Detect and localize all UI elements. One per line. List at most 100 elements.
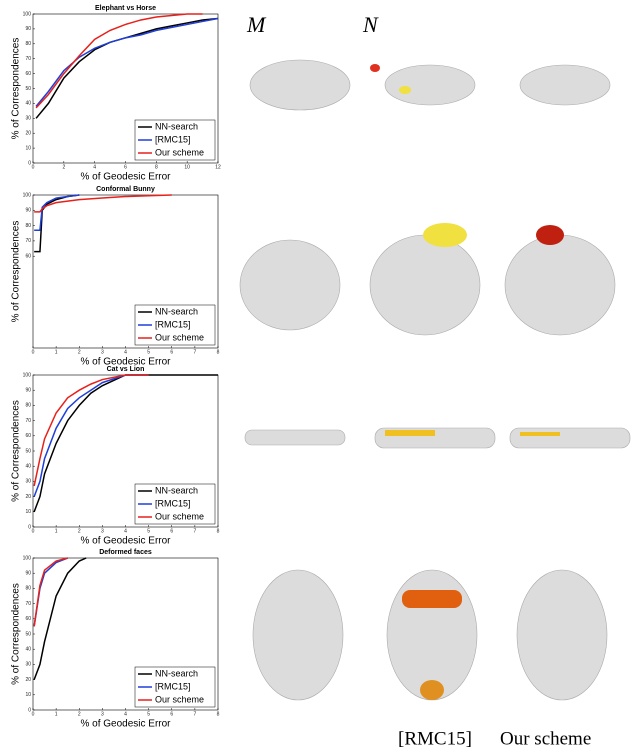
y-tick-label: 50 <box>25 448 31 454</box>
x-tick-label: 3 <box>101 711 104 717</box>
y-tick-label: 60 <box>25 254 31 260</box>
x-tick-label: 0 <box>32 711 35 717</box>
x-tick-label: 5 <box>147 349 150 355</box>
x-tick-label: 3 <box>101 528 104 534</box>
x-tick-label: 1 <box>55 349 58 355</box>
column-label: N <box>362 12 379 37</box>
legend-label: [RMC15] <box>155 134 191 144</box>
x-tick-label: 0 <box>32 349 35 355</box>
y-tick-label: 100 <box>23 372 32 378</box>
bottom-label: [RMC15] <box>398 728 472 749</box>
series-line <box>35 17 219 119</box>
legend-label: Our scheme <box>155 147 204 157</box>
series-line <box>34 194 172 213</box>
x-tick-label: 6 <box>170 349 173 355</box>
x-tick-label: 12 <box>215 164 221 170</box>
x-tick-label: 8 <box>217 349 220 355</box>
y-tick-label: 0 <box>28 524 31 530</box>
x-tick-label: 8 <box>155 164 158 170</box>
y-tick-label: 30 <box>25 662 31 668</box>
x-tick-label: 8 <box>217 711 220 717</box>
legend-label: Our scheme <box>155 694 204 704</box>
y-tick-label: 60 <box>25 71 31 77</box>
y-tick-label: 80 <box>25 41 31 47</box>
x-tick-label: 0 <box>32 164 35 170</box>
y-axis-label: % of Correspondences <box>11 583 22 685</box>
y-tick-label: 50 <box>25 631 31 637</box>
chart-title: Cat vs Lion <box>107 366 145 373</box>
x-tick-label: 7 <box>193 349 196 355</box>
series-line <box>33 374 218 513</box>
legend-label: NN-search <box>155 485 198 495</box>
legend-label: NN-search <box>155 306 198 316</box>
chart-title: Elephant vs Horse <box>95 5 156 12</box>
y-tick-label: 40 <box>25 101 31 107</box>
legend-label: Our scheme <box>155 511 204 521</box>
y-tick-label: 70 <box>25 418 31 424</box>
y-tick-label: 100 <box>23 11 32 17</box>
x-axis-label: % of Geodesic Error <box>80 719 171 730</box>
x-tick-label: 2 <box>78 711 81 717</box>
legend-label: [RMC15] <box>155 681 191 691</box>
x-tick-label: 4 <box>124 528 127 534</box>
x-tick-label: 2 <box>78 349 81 355</box>
series-line <box>34 194 80 231</box>
y-tick-label: 100 <box>23 555 32 561</box>
y-tick-label: 60 <box>25 433 31 439</box>
y-tick-label: 20 <box>25 494 31 500</box>
y-tick-label: 90 <box>25 208 31 214</box>
x-tick-label: 6 <box>124 164 127 170</box>
legend-label: [RMC15] <box>155 498 191 508</box>
x-tick-label: 0 <box>32 528 35 534</box>
x-tick-label: 2 <box>78 528 81 534</box>
x-tick-label: 6 <box>170 711 173 717</box>
series-line <box>35 13 203 109</box>
y-tick-label: 10 <box>25 509 31 515</box>
x-tick-label: 3 <box>101 349 104 355</box>
chart-title: Deformed faces <box>99 549 152 556</box>
x-axis-label: % of Geodesic Error <box>80 536 171 547</box>
x-tick-label: 4 <box>124 711 127 717</box>
x-tick-label: 6 <box>170 528 173 534</box>
y-tick-label: 90 <box>25 388 31 394</box>
y-tick-label: 60 <box>25 616 31 622</box>
y-tick-label: 40 <box>25 647 31 653</box>
y-tick-label: 90 <box>25 571 31 577</box>
y-tick-label: 40 <box>25 464 31 470</box>
y-tick-label: 0 <box>28 707 31 713</box>
y-tick-label: 80 <box>25 586 31 592</box>
y-tick-label: 30 <box>25 479 31 485</box>
chart-title: Conformal Bunny <box>96 186 155 193</box>
x-tick-label: 7 <box>193 528 196 534</box>
y-tick-label: 70 <box>25 601 31 607</box>
legend-label: [RMC15] <box>155 319 191 329</box>
legend-label: NN-search <box>155 121 198 131</box>
renders <box>239 59 631 701</box>
legend-label: Our scheme <box>155 332 204 342</box>
x-axis-label: % of Geodesic Error <box>80 172 171 183</box>
legend-label: NN-search <box>155 668 198 678</box>
bottom-label: Our scheme <box>500 728 591 749</box>
series-line <box>33 557 87 680</box>
y-axis-label: % of Correspondences <box>11 38 22 140</box>
series-line <box>35 17 219 107</box>
x-tick-label: 2 <box>62 164 65 170</box>
x-tick-label: 4 <box>93 164 96 170</box>
y-tick-label: 20 <box>25 677 31 683</box>
y-tick-label: 80 <box>25 403 31 409</box>
x-tick-label: 5 <box>147 711 150 717</box>
x-tick-label: 4 <box>124 349 127 355</box>
y-tick-label: 100 <box>23 192 32 198</box>
y-axis-label: % of Correspondences <box>11 400 22 502</box>
y-tick-label: 30 <box>25 116 31 122</box>
series-line <box>33 374 149 497</box>
y-tick-label: 70 <box>25 56 31 62</box>
series-line <box>33 374 149 487</box>
y-tick-label: 10 <box>25 692 31 698</box>
y-axis-label: % of Correspondences <box>11 221 22 323</box>
x-tick-label: 7 <box>193 711 196 717</box>
y-tick-label: 80 <box>25 223 31 229</box>
y-tick-label: 70 <box>25 238 31 244</box>
column-label: M <box>246 12 267 37</box>
